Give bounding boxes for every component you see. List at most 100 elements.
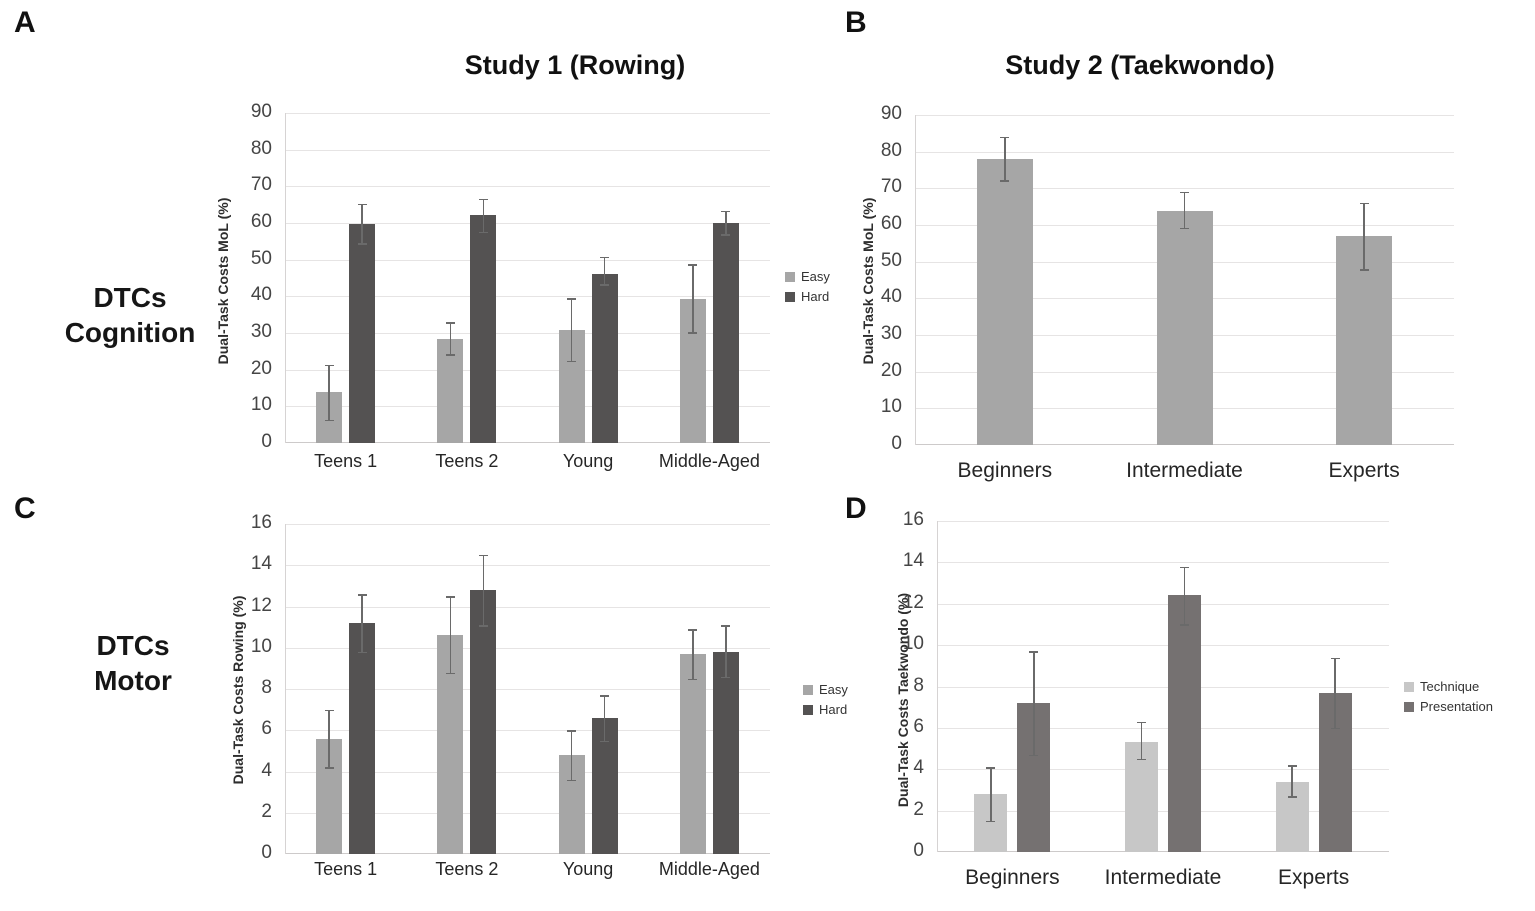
error-bar-cap-bottom — [721, 234, 731, 236]
y-tick-label-50: 50 — [880, 249, 902, 271]
error-bar-cap-top — [357, 203, 367, 206]
row-label-dtcs-motor: DTCs Motor — [23, 628, 243, 698]
error-bar-cap-top — [1180, 191, 1189, 194]
error-bar-cap-bottom — [324, 767, 334, 769]
gridline-y-80 — [915, 151, 1454, 153]
y-tick-label-8: 8 — [913, 674, 924, 696]
y-tick-label-70: 70 — [880, 176, 902, 198]
y-tick-label-16: 16 — [250, 512, 272, 533]
y-axis-line — [915, 115, 916, 445]
error-bar-cap-top — [600, 256, 610, 259]
gridline-y-14 — [937, 562, 1389, 564]
error-bar-stem — [570, 298, 573, 361]
y-tick-label-6: 6 — [913, 715, 924, 737]
y-tick-label-90: 90 — [250, 101, 272, 122]
y-tick-label-16: 16 — [902, 509, 924, 530]
bar-presentation-intermediate — [1168, 595, 1201, 852]
error-bar-cap-bottom — [567, 779, 577, 782]
error-bar-cap-top — [357, 594, 367, 596]
gridline-y-14 — [285, 565, 770, 567]
error-bar-stem — [603, 256, 606, 285]
category-label-experts: Experts — [1328, 459, 1400, 482]
gridline-y-60 — [285, 223, 770, 224]
error-bar-cap-top — [688, 629, 698, 631]
legend-label-technique: Technique — [1420, 679, 1480, 694]
error-bar-stem — [570, 730, 573, 780]
gridline-y-6 — [285, 730, 770, 732]
y-axis-line — [937, 521, 938, 852]
error-bar-stem — [1291, 765, 1293, 797]
panel-letter-c: C — [14, 492, 36, 525]
error-bar-cap-bottom — [721, 676, 731, 679]
gridline-y-8 — [937, 686, 1389, 688]
panel-letter-a: A — [14, 6, 36, 39]
legend-entry-easy: Easy — [803, 680, 848, 700]
bar-easy-teens-2 — [437, 338, 464, 443]
category-label-young: Young — [562, 451, 614, 471]
error-bar-stem — [603, 695, 606, 741]
error-bar-cap-bottom — [1000, 180, 1010, 182]
error-bar-cap-top — [688, 264, 698, 266]
error-bar-cap-bottom — [1287, 796, 1297, 798]
y-tick-label-10: 10 — [250, 635, 272, 657]
gridline-y-6 — [937, 727, 1389, 729]
error-bar-cap-top — [1029, 651, 1039, 653]
y-tick-label-12: 12 — [902, 591, 924, 613]
gridline-y-4 — [937, 769, 1389, 771]
gridline-y-16 — [937, 521, 1389, 522]
y-tick-label-30: 30 — [250, 321, 272, 342]
y-tick-label-60: 60 — [880, 213, 902, 234]
error-bar-cap-bottom — [1137, 758, 1146, 761]
y-tick-label-50: 50 — [250, 247, 272, 269]
y-tick-label-70: 70 — [250, 174, 272, 196]
error-bar-cap-bottom — [478, 625, 488, 627]
legend-swatch-presentation — [1404, 702, 1414, 712]
y-tick-label-10: 10 — [880, 396, 902, 418]
category-label-intermediate: Intermediate — [1126, 459, 1243, 482]
gridline-y-2 — [285, 812, 770, 814]
error-bar-stem — [361, 594, 363, 652]
bar-technique-intermediate — [1125, 742, 1158, 852]
y-tick-label-14: 14 — [902, 550, 924, 572]
y-tick-label-20: 20 — [250, 357, 272, 379]
legend-label-hard: Hard — [801, 289, 830, 304]
row-label-line1: DTCs — [93, 282, 167, 313]
error-bar-stem — [449, 322, 452, 355]
y-tick-label-90: 90 — [880, 103, 902, 124]
error-bar-cap-top — [1180, 566, 1189, 568]
legend-swatch-hard — [803, 705, 813, 715]
error-bar-stem — [1363, 202, 1365, 270]
gridline-y-4 — [285, 771, 770, 773]
legend-label-easy: Easy — [801, 269, 830, 284]
error-bar-stem — [725, 210, 727, 235]
y-tick-label-40: 40 — [250, 284, 272, 306]
y-axis-line — [285, 113, 286, 443]
error-bar-cap-top — [445, 596, 455, 598]
error-bar-cap-top — [567, 298, 577, 300]
bar-hard-teens-2 — [470, 215, 497, 443]
error-bar-cap-bottom — [1330, 727, 1340, 730]
x-axis-line — [937, 851, 1389, 852]
error-bar-cap-top — [445, 322, 455, 324]
y-tick-label-20: 20 — [880, 359, 902, 381]
y-tick-label-0: 0 — [261, 431, 272, 452]
y-tick-label-0: 0 — [891, 433, 902, 454]
category-label-teens-1: Teens 1 — [314, 451, 378, 471]
error-bar-cap-bottom — [1180, 624, 1189, 626]
gridline-y-40 — [285, 296, 770, 298]
legend-entry-easy: Easy — [785, 267, 830, 287]
y-tick-label-6: 6 — [261, 718, 272, 740]
panel-letter-b: B — [845, 6, 867, 39]
category-label-middle-aged: Middle-Aged — [658, 451, 760, 471]
error-bar-stem — [482, 554, 485, 626]
error-bar-stem — [482, 198, 485, 232]
panel-letter-d: D — [845, 492, 867, 525]
y-tick-label-10: 10 — [902, 633, 924, 655]
error-bar-cap-top — [324, 364, 334, 367]
error-bar-cap-bottom — [688, 678, 698, 681]
chart-c-plot: 0 2 4 6 8 10 12 14 16 Teens 1 Teens 2 Young Middle-A… — [251, 513, 770, 879]
error-bar-cap-top — [324, 709, 334, 712]
chart-b-plot: 0 10 20 30 40 50 60 70 80 90 Beginners Intermediate… — [881, 104, 1454, 482]
bar-hard-teens-2 — [470, 590, 497, 854]
gridline-y-8 — [285, 689, 770, 690]
